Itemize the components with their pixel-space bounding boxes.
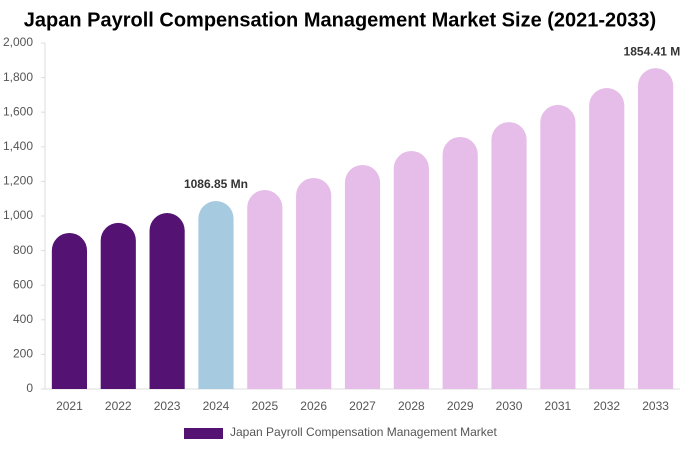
bar — [100, 222, 136, 389]
y-tick-label: 1,000 — [3, 208, 33, 222]
data-label: 1854.41 Mn — [624, 44, 680, 58]
y-tick-label: 0 — [26, 381, 33, 395]
bar — [393, 150, 429, 389]
bar — [149, 213, 185, 389]
x-tick-label: 2027 — [349, 399, 376, 413]
data-label: 1086.85 Mn — [184, 177, 248, 191]
bar — [198, 200, 234, 389]
y-tick-label: 1,200 — [3, 174, 33, 188]
x-tick-label: 2025 — [251, 399, 278, 413]
y-tick-label: 1,800 — [3, 70, 33, 84]
x-tick-label: 2022 — [105, 399, 132, 413]
bar — [247, 190, 283, 389]
x-tick-label: 2024 — [203, 399, 230, 413]
x-tick-label: 2029 — [447, 399, 474, 413]
x-tick-label: 2031 — [545, 399, 572, 413]
bar — [442, 136, 478, 389]
y-tick-label: 200 — [13, 347, 33, 361]
y-tick-label: 400 — [13, 312, 33, 326]
x-tick-label: 2023 — [154, 399, 181, 413]
y-tick-label: 600 — [13, 277, 33, 291]
bar — [540, 104, 576, 389]
x-tick-label: 2033 — [642, 399, 669, 413]
x-tick-label: 2030 — [496, 399, 523, 413]
bar — [589, 88, 625, 389]
x-tick-label: 2028 — [398, 399, 425, 413]
legend-swatch — [184, 428, 223, 439]
bar — [491, 122, 527, 390]
x-tick-label: 2021 — [56, 399, 83, 413]
legend-label: Japan Payroll Compensation Management Ma… — [230, 425, 497, 439]
bar — [344, 164, 381, 389]
y-tick-label: 800 — [13, 243, 33, 257]
x-tick-label: 2032 — [593, 399, 620, 413]
y-tick-label: 2,000 — [3, 35, 33, 49]
bar — [296, 177, 332, 389]
y-tick-label: 1,600 — [3, 104, 33, 118]
bar — [51, 232, 88, 389]
y-tick-label: 1,400 — [3, 139, 33, 153]
bar — [637, 68, 674, 390]
chart-title: Japan Payroll Compensation Management Ma… — [24, 9, 656, 31]
x-tick-label: 2026 — [300, 399, 327, 413]
